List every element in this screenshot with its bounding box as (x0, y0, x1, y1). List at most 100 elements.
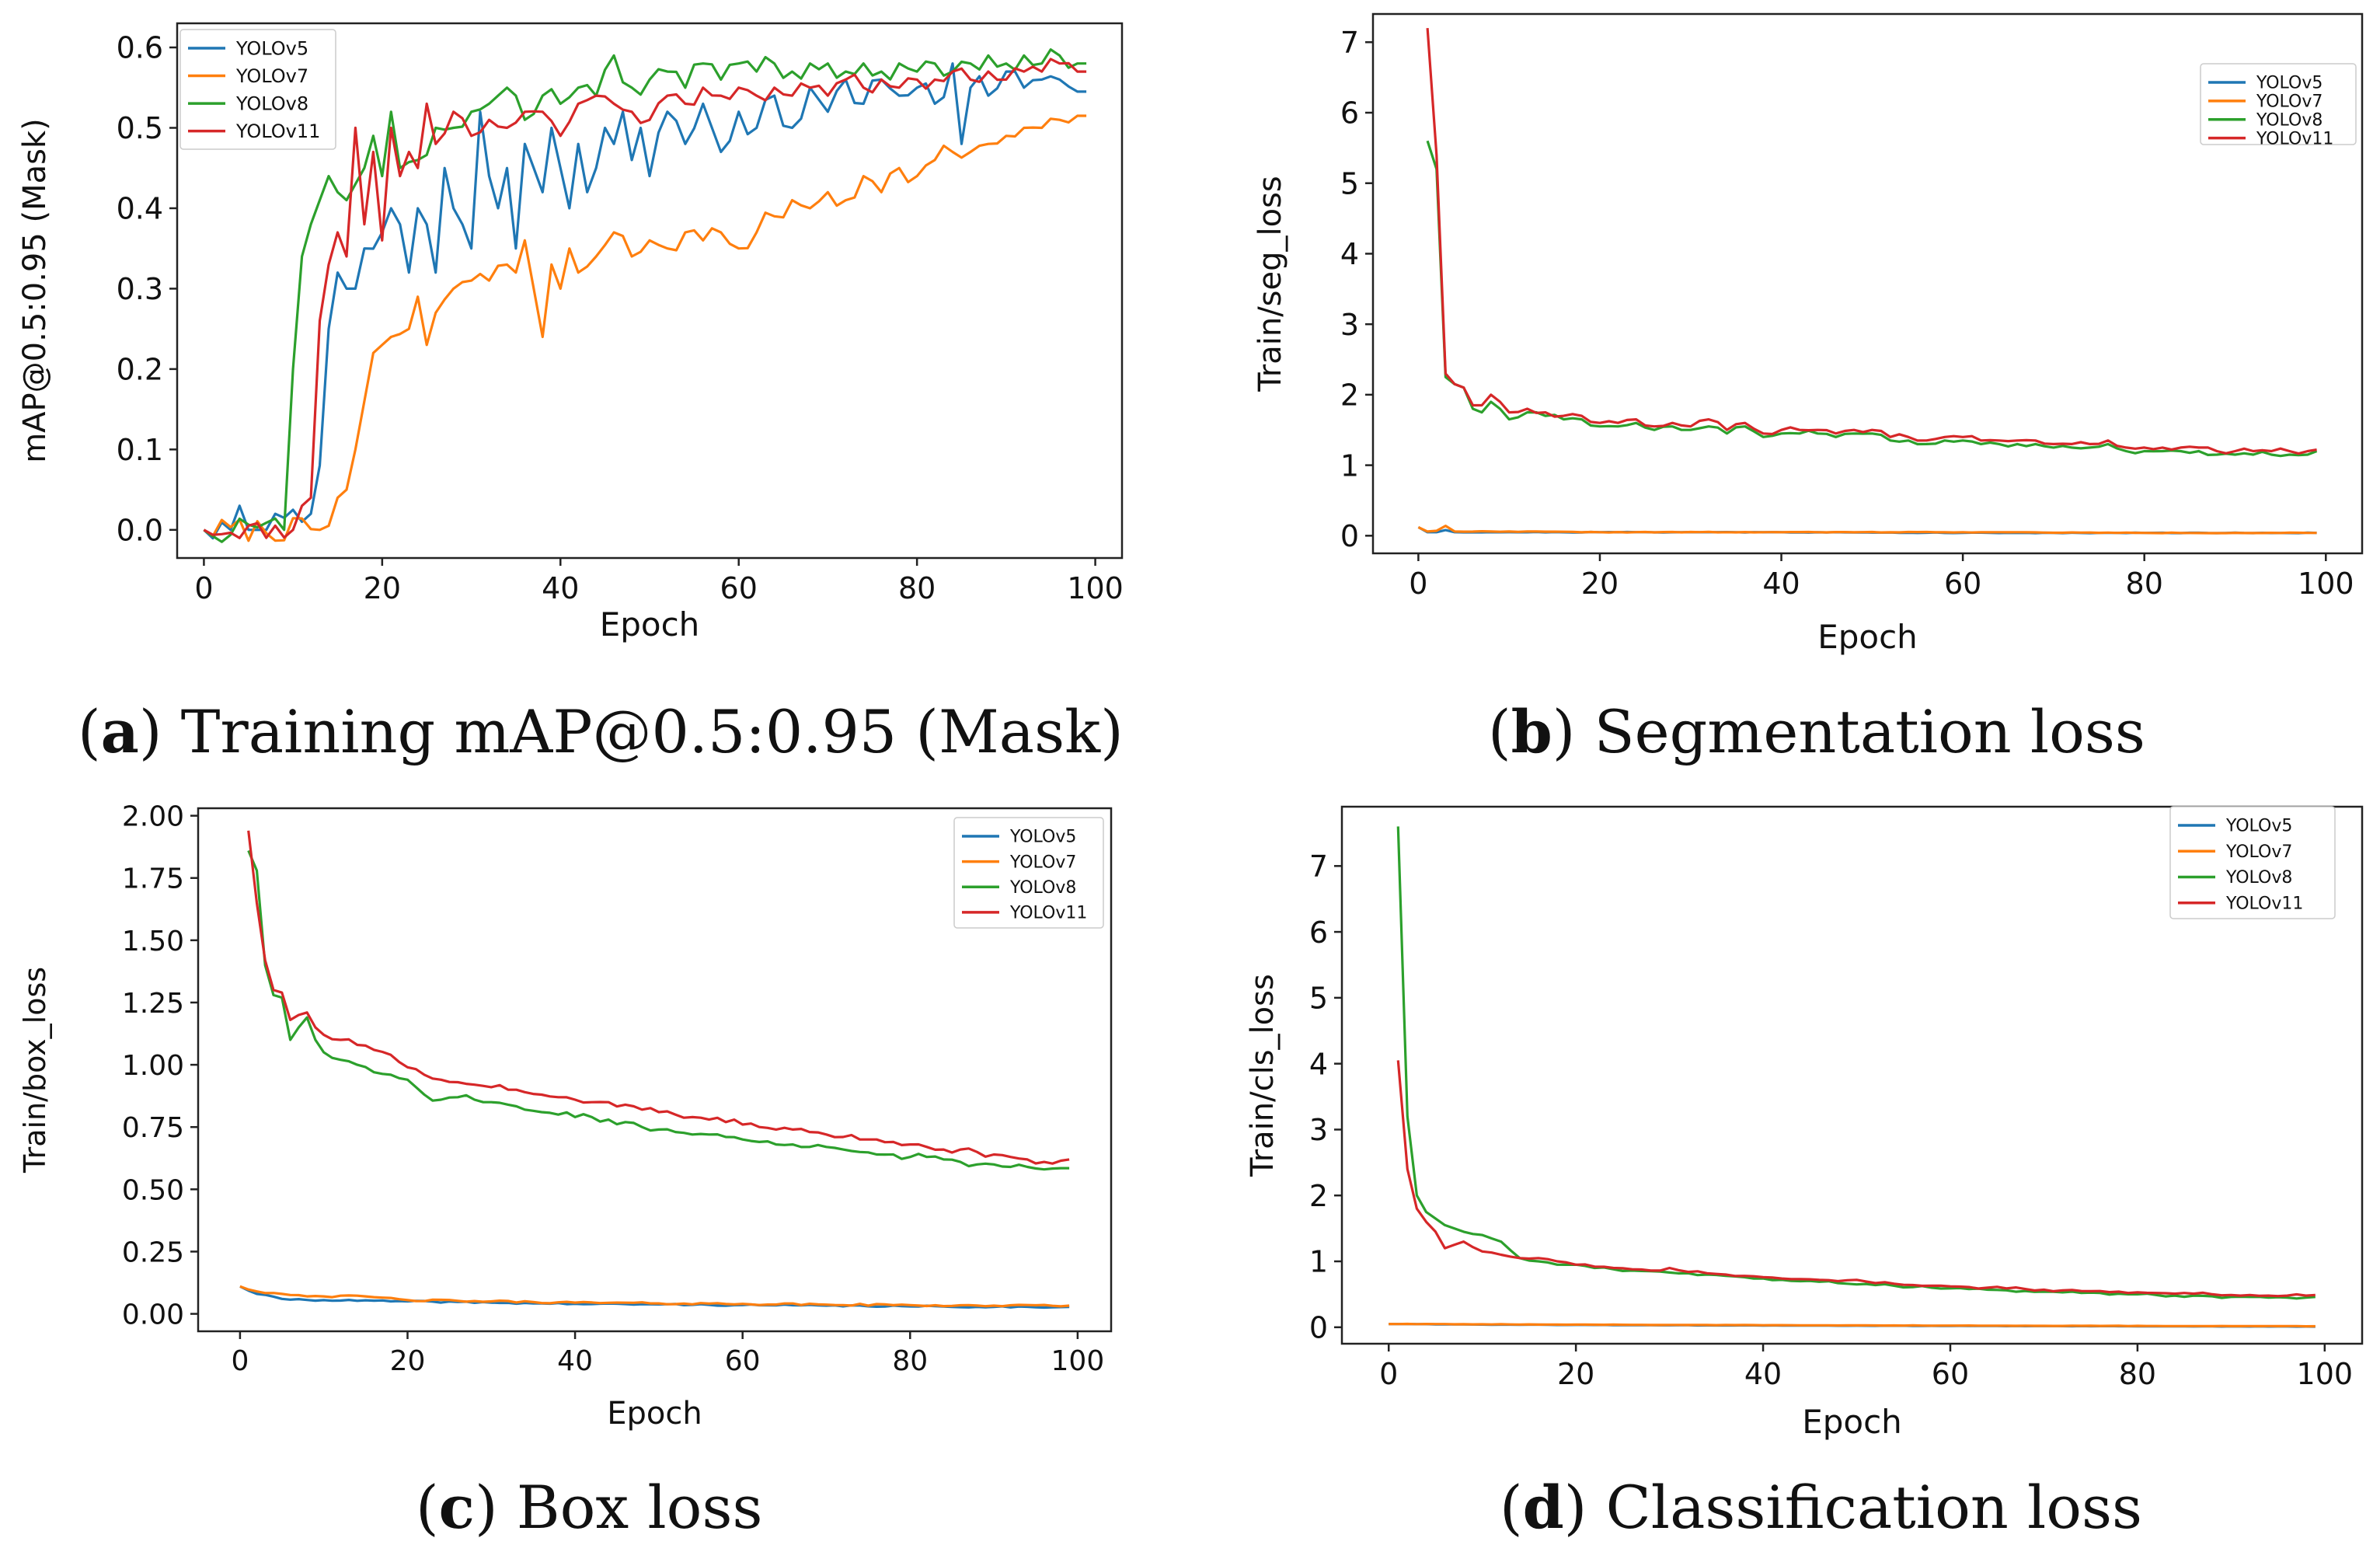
series-line-yolov7 (239, 1285, 1070, 1308)
series-line-yolov5 (203, 62, 1087, 540)
x-axis-title: Epoch (1817, 618, 1918, 656)
caption-letter: d (1523, 1473, 1564, 1542)
y-tick-label: 7 (1340, 26, 1359, 60)
x-tick-label: 40 (542, 571, 579, 605)
chart-panel-b: 0 20 40 60 80 100 0 1 2 3 4 5 6 7 Epoch Train/seg_loss Y… (1253, 12, 2364, 766)
x-tick-label: 0 (231, 1345, 249, 1377)
y-tick-label: 2.00 (122, 801, 184, 833)
y-tick-label: 6 (1309, 916, 1328, 950)
series-line-yolov7 (203, 114, 1087, 542)
legend-label: YOLOv7 (235, 65, 308, 87)
y-tick-label: 6 (1340, 96, 1359, 131)
y-tick-label: 0.75 (122, 1112, 184, 1144)
y-tick-label: 5 (1340, 166, 1359, 201)
panel-caption: (c) Box loss (416, 1473, 762, 1542)
series-line-yolov11 (1426, 27, 2317, 455)
x-tick-label: 60 (725, 1345, 761, 1377)
x-tick-label: 40 (1744, 1357, 1782, 1391)
x-tick-label: 20 (390, 1345, 426, 1377)
legend-label: YOLOv5 (1009, 828, 1076, 847)
y-tick-label: 4 (1340, 237, 1359, 271)
y-axis-title: Train/seg_loss (1253, 176, 1288, 392)
legend-box (2200, 63, 2357, 145)
y-tick-label: 1.75 (122, 863, 184, 895)
caption-open-paren: ( (416, 1473, 439, 1542)
plot-frame (1371, 12, 2364, 555)
y-axis-title: Train/box_loss (18, 967, 52, 1174)
legend-label: YOLOv8 (1009, 878, 1076, 898)
caption-open-paren: ( (1488, 697, 1511, 766)
x-tick-label: 60 (720, 571, 758, 605)
legend-label: YOLOv11 (235, 120, 320, 142)
caption-text: Segmentation loss (1575, 697, 2145, 766)
y-tick-label: 0.00 (122, 1299, 184, 1331)
x-tick-label: 100 (1051, 1345, 1105, 1377)
legend-label: YOLOv8 (2256, 110, 2323, 130)
y-tick-label: 3 (1309, 1113, 1328, 1147)
x-tick-label: 60 (1944, 567, 1981, 601)
y-tick-label: 0.5 (117, 111, 163, 145)
series-line-yolov7 (1389, 1322, 2316, 1328)
caption-letter: a (101, 697, 139, 766)
y-tick-label: 0.25 (122, 1236, 184, 1268)
caption-letter: c (439, 1473, 475, 1542)
chart-panel-d: 0 20 40 60 80 100 0 1 2 3 4 5 6 7 Epoch Train/cls_loss Y… (1245, 805, 2364, 1542)
panel-caption: (b) Segmentation loss (1488, 697, 2145, 766)
caption-open-paren: ( (1500, 1473, 1523, 1542)
x-axis-title: Epoch (1802, 1403, 1902, 1441)
x-tick-label: 100 (2298, 567, 2354, 601)
caption-close-paren: ) (139, 697, 162, 766)
series-line-yolov8 (247, 849, 1070, 1171)
legend-label: YOLOv8 (235, 92, 308, 114)
plot-frame (1340, 805, 2364, 1345)
y-tick-label: 0 (1340, 519, 1359, 553)
x-tick-label: 80 (898, 571, 936, 605)
x-tick-label: 80 (892, 1345, 928, 1377)
x-tick-label: 80 (2126, 567, 2163, 601)
y-axis-title: Train/cls_loss (1245, 974, 1281, 1177)
legend-label: YOLOv7 (2256, 92, 2323, 112)
legend-label: YOLOv5 (235, 37, 308, 59)
legend: YOLOv5 YOLOv7 YOLOv8 YOLOv11 (179, 29, 336, 150)
y-tick-label: 0.6 (117, 31, 163, 65)
legend-box (953, 817, 1104, 929)
caption-open-paren: ( (78, 697, 101, 766)
x-tick-label: 100 (1067, 571, 1124, 605)
series-line-yolov11 (203, 58, 1087, 539)
y-tick-label: 3 (1340, 308, 1359, 342)
legend-label: YOLOv7 (1009, 853, 1076, 872)
y-tick-label: 7 (1309, 849, 1328, 884)
x-tick-label: 0 (194, 571, 213, 605)
y-tick-label: 0.3 (117, 272, 163, 306)
y-tick-label: 2 (1309, 1179, 1328, 1213)
chart-panel-a: 0 20 40 60 80 100 0.0 0.1 0.2 0.3 0.4 0.5 0.6 Epoch mA… (17, 22, 1124, 766)
legend-label: YOLOv5 (2225, 817, 2292, 836)
y-tick-label: 1.50 (122, 926, 184, 957)
series-line-yolov11 (1396, 1060, 2316, 1298)
x-tick-label: 20 (1557, 1357, 1594, 1391)
y-tick-label: 2 (1340, 378, 1359, 413)
plot-frame (197, 807, 1113, 1333)
series-line-yolov8 (203, 48, 1087, 543)
y-tick-label: 0.50 (122, 1174, 184, 1206)
series-line-yolov11 (247, 830, 1070, 1165)
y-tick-label: 1.25 (122, 988, 184, 1020)
x-tick-label: 80 (2119, 1357, 2156, 1391)
caption-text: Box loss (498, 1473, 763, 1542)
y-tick-label: 0.2 (117, 353, 163, 387)
y-tick-label: 0.4 (117, 192, 163, 226)
caption-letter: b (1511, 697, 1552, 766)
y-axis-title: mAP@0.5:0.95 (Mask) (17, 118, 53, 463)
caption-close-paren: ) (1564, 1473, 1587, 1542)
x-tick-label: 0 (1379, 1357, 1398, 1391)
legend-label: YOLOv11 (2256, 129, 2333, 148)
y-tick-label: 0.0 (117, 513, 163, 547)
x-tick-label: 40 (1762, 567, 1800, 601)
y-tick-label: 1 (1340, 448, 1359, 483)
legend-box (179, 29, 336, 150)
caption-close-paren: ) (1552, 697, 1576, 766)
y-tick-label: 0.1 (117, 433, 163, 467)
